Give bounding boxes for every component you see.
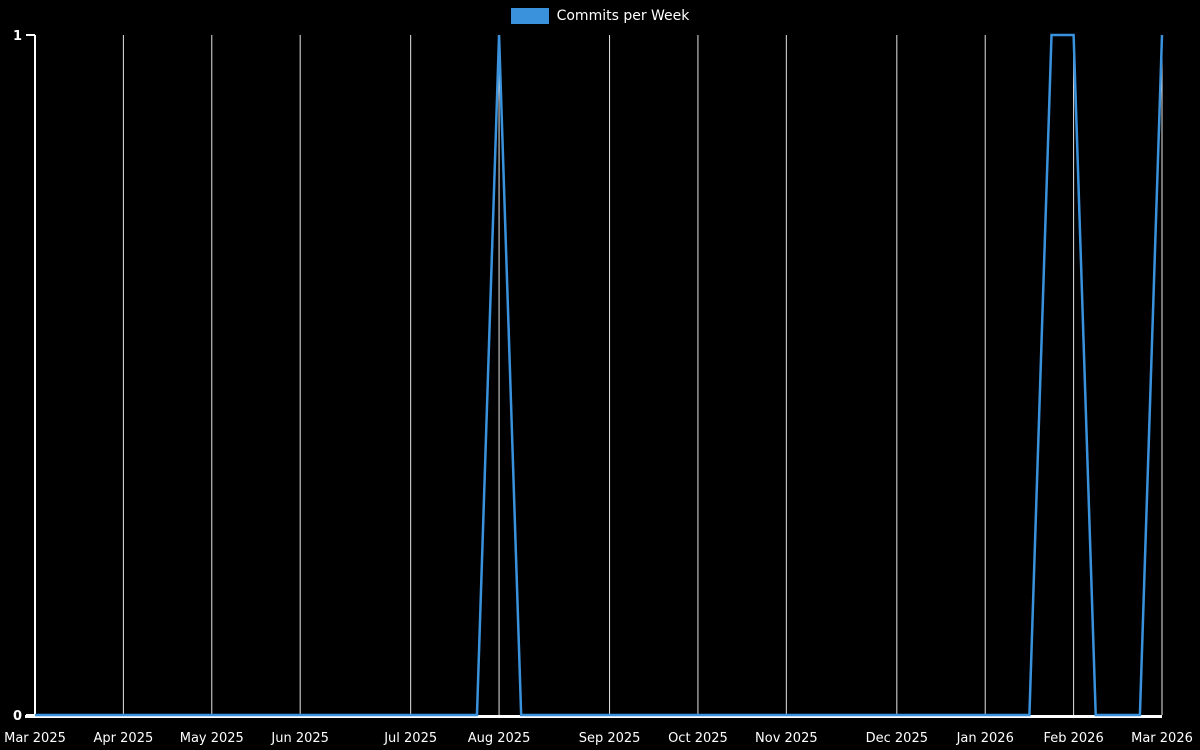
x-tick-label: Jun 2025: [270, 731, 329, 746]
legend-label: Commits per Week: [556, 8, 690, 24]
commits-series-line: [35, 33, 1164, 717]
x-tick-label: Sep 2025: [579, 731, 641, 746]
x-tick-label: Nov 2025: [755, 731, 818, 746]
x-tick-label: Mar 2025: [4, 731, 66, 746]
x-tick-label: Oct 2025: [668, 731, 728, 746]
x-tick-label: Feb 2026: [1043, 731, 1103, 746]
legend-color-swatch: [510, 8, 549, 24]
x-tick-label: Dec 2025: [866, 731, 928, 746]
y-tick-label: 1: [13, 29, 22, 44]
chart-legend: Commits per Week: [0, 8, 1200, 24]
x-tick-label: Mar 2026: [1131, 731, 1193, 746]
x-tick-label: Aug 2025: [468, 731, 531, 746]
x-tick-label: May 2025: [180, 731, 244, 746]
x-tick-label: Jul 2025: [383, 731, 437, 746]
x-tick-label: Jan 2026: [956, 731, 1014, 746]
y-tick-label: 0: [13, 709, 22, 724]
x-tick-label: Apr 2025: [94, 731, 154, 746]
